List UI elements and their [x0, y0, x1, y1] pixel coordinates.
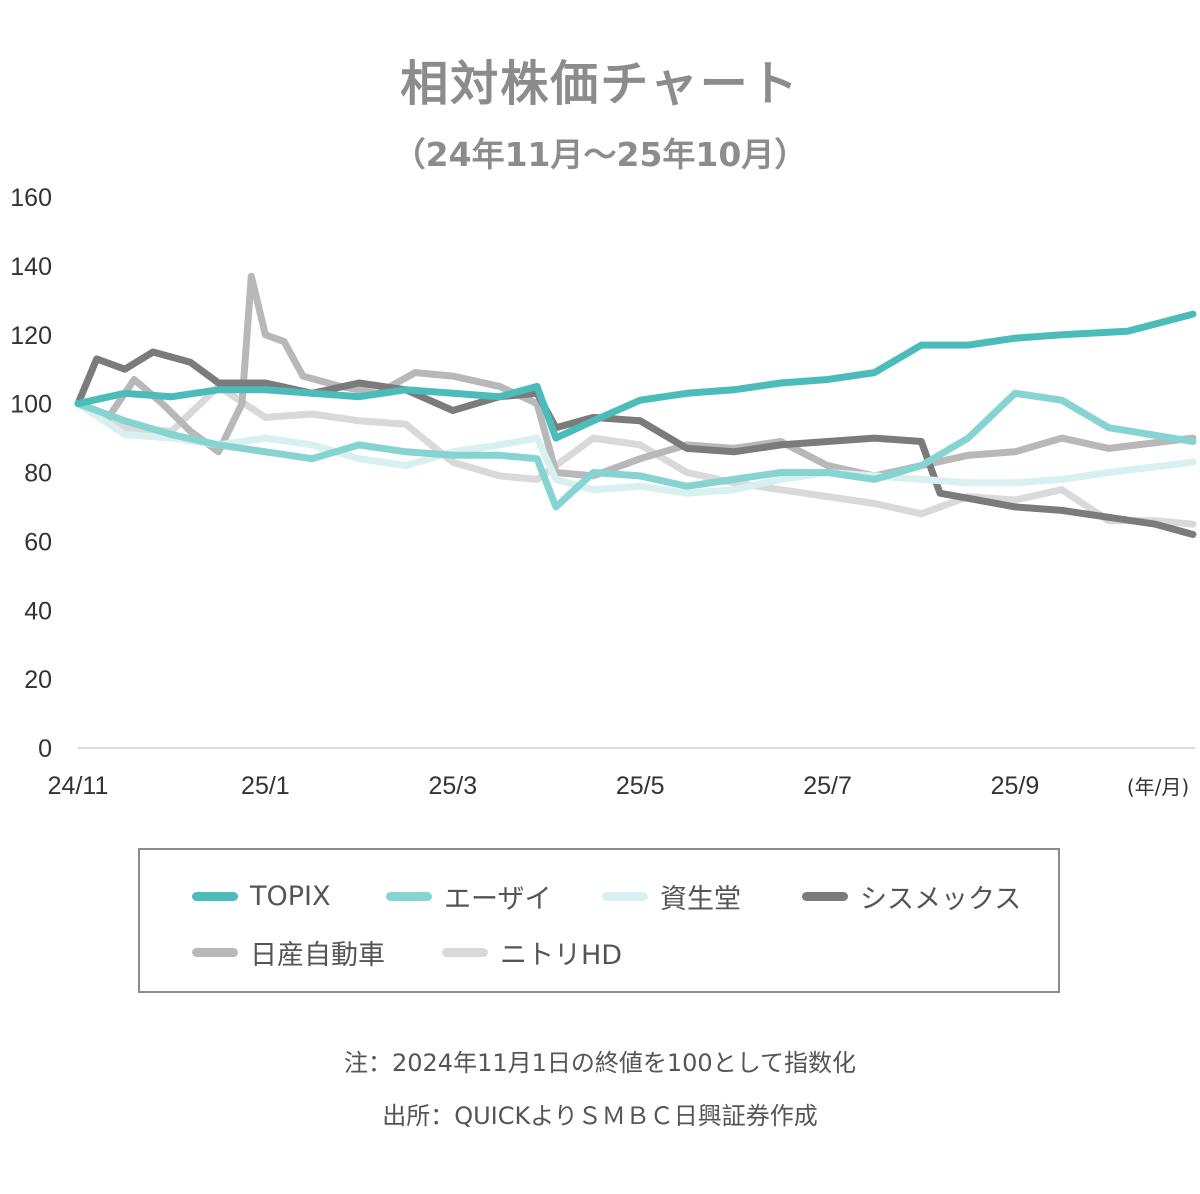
legend-swatch: [802, 891, 848, 901]
y-tick-label: 60: [24, 528, 52, 556]
y-tick-label: 140: [10, 253, 52, 281]
x-tick-label: 24/11: [48, 772, 109, 800]
series-lines: [74, 272, 1197, 538]
legend-swatch: [386, 891, 432, 901]
y-tick-label: 80: [24, 460, 52, 488]
y-tick-label: 20: [24, 666, 52, 694]
source-note: 出所：QUICKよりＳＭＢＣ日興証券作成: [382, 1102, 818, 1130]
x-tick-label: 25/5: [616, 772, 665, 800]
chart-subtitle: （24年11月～25年10月）: [392, 135, 808, 174]
legend-swatch: [192, 891, 238, 901]
legend-swatch: [602, 891, 648, 901]
legend-label: 資生堂: [660, 883, 741, 915]
legend-item-eisai: エーザイ: [386, 876, 551, 916]
legend-item-shiseido: 資生堂: [602, 876, 741, 916]
x-tick-label: 25/7: [803, 772, 852, 800]
x-tick-label: 25/9: [991, 772, 1040, 800]
series-line-TOPIX: [74, 310, 1197, 442]
legend-label: TOPIX: [250, 880, 331, 912]
legend-label: ニトリHD: [500, 939, 623, 971]
legend: TOPIX エーザイ 資生堂 シスメックス 日産自動車 ニトリHD: [138, 848, 1060, 993]
legend-label: シスメックス: [860, 883, 1022, 915]
x-axis: 24/11 25/1 25/3 25/5 25/7 25/9: [48, 772, 1040, 800]
y-tick-label: 100: [10, 391, 52, 419]
legend-item-nitori: ニトリHD: [442, 932, 622, 972]
legend-swatch: [442, 947, 488, 957]
x-tick-label: 25/3: [428, 772, 477, 800]
y-tick-label: 0: [38, 735, 52, 763]
legend-item-sysmex: シスメックス: [802, 876, 1021, 916]
legend-item-topix: TOPIX: [192, 876, 331, 916]
x-unit-label: (年/月): [1127, 775, 1189, 799]
y-tick-label: 40: [24, 597, 52, 625]
legend-label: エーザイ: [444, 883, 552, 915]
footnote: 注：2024年11月1日の終値を100として指数化: [344, 1049, 856, 1077]
y-axis: 0 20 40 60 80 100 120 140 160: [10, 184, 52, 763]
series-line-資生堂: [74, 400, 1197, 497]
series-line-エーザイ: [74, 389, 1197, 511]
y-tick-label: 160: [10, 184, 52, 212]
legend-item-nissan: 日産自動車: [192, 932, 385, 972]
legend-label: 日産自動車: [250, 939, 385, 971]
chart-title: 相対株価チャート: [400, 56, 800, 112]
x-tick-label: 25/1: [241, 772, 290, 800]
y-tick-label: 120: [10, 322, 52, 350]
series-line-ニトリHD: [74, 382, 1197, 528]
legend-swatch: [192, 947, 238, 957]
